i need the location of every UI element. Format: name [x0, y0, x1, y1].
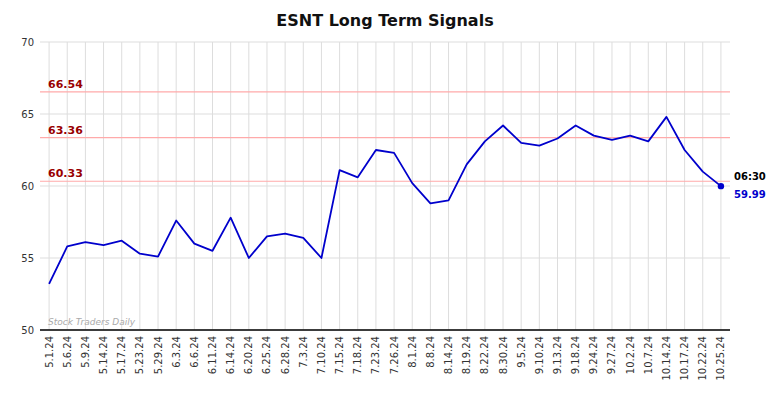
grid-line [702, 42, 703, 330]
grid-line [339, 42, 340, 330]
x-tick-label: 7.26.24 [389, 336, 400, 374]
grid-line [121, 42, 122, 330]
y-tick-label: 70 [21, 37, 34, 48]
x-tick-label: 7.10.24 [316, 336, 327, 374]
signal-label: 60.33 [48, 167, 83, 180]
grid-line [85, 42, 86, 330]
grid-line [684, 42, 685, 330]
x-tick-label: 5.14.24 [98, 336, 109, 374]
x-tick-label: 9.13.24 [552, 336, 563, 374]
y-tick-label: 60 [21, 181, 34, 192]
grid-line [230, 42, 231, 330]
x-tick-label: 10.25.24 [715, 336, 726, 381]
grid-line [40, 42, 730, 43]
x-tick-label: 8.19.24 [461, 336, 472, 374]
grid-line [303, 42, 304, 330]
x-tick-label: 9.5.24 [516, 336, 527, 368]
grid-line [40, 330, 730, 331]
signal-label: 63.36 [48, 124, 83, 137]
x-tick-label: 6.6.24 [189, 336, 200, 368]
grid-line [394, 42, 395, 330]
y-tick-label: 50 [21, 325, 34, 336]
grid-line [593, 42, 594, 330]
grid-line [266, 42, 267, 330]
grid-line [557, 42, 558, 330]
x-tick-label: 5.1.24 [44, 336, 55, 368]
x-tick-label: 6.25.24 [261, 336, 272, 374]
x-tick-label: 8.8.24 [425, 336, 436, 368]
grid-line [357, 42, 358, 330]
x-tick-label: 5.29.24 [153, 336, 164, 374]
grid-line [285, 42, 286, 330]
x-tick-label: 9.27.24 [606, 336, 617, 374]
grid-line [539, 42, 540, 330]
x-tick-label: 10.17.24 [679, 336, 690, 381]
grid-line [503, 42, 504, 330]
x-tick-label: 10.7.24 [643, 336, 654, 374]
grid-line [40, 186, 730, 187]
x-tick-label: 7.23.24 [370, 336, 381, 374]
grid-line [430, 42, 431, 330]
x-tick-label: 6.28.24 [280, 336, 291, 374]
price-line [49, 117, 721, 284]
grid-line [40, 114, 730, 115]
x-tick-label: 6.14.24 [225, 336, 236, 374]
x-tick-label: 9.24.24 [588, 336, 599, 374]
chart: 50 55 60 65 70 5.1.24 5.6.24 5.9.24 5.14.24 5.17.… [0, 0, 784, 398]
x-tick-label: 8.22.24 [479, 336, 490, 374]
x-tick-label: 8.14.24 [443, 336, 454, 374]
grid-line [194, 42, 195, 330]
signal-line [40, 181, 730, 182]
grid-line [176, 42, 177, 330]
grid-line [611, 42, 612, 330]
grid-line [321, 42, 322, 330]
plot-area [40, 92, 730, 284]
grid-line [484, 42, 485, 330]
x-tick-label: 6.11.24 [207, 336, 218, 374]
x-tick-label: 6.3.24 [171, 336, 182, 368]
y-tick-label: 55 [21, 253, 34, 264]
title: ESNT Long Term Signals [276, 11, 493, 30]
last-point [718, 183, 724, 189]
grid-line [521, 42, 522, 330]
x-tick-label: 10.14.24 [661, 336, 672, 381]
x-tick-label: 8.30.24 [498, 336, 509, 374]
grid-line [648, 42, 649, 330]
watermark: Stock Traders Daily [48, 317, 136, 327]
x-tick-label: 10.22.24 [697, 336, 708, 381]
grid-line [666, 42, 667, 330]
grid-line [212, 42, 213, 330]
signal-line [40, 91, 730, 92]
x-tick-label: 5.9.24 [80, 336, 91, 368]
grid-line [575, 42, 576, 330]
x-tick-label: 9.18.24 [570, 336, 581, 374]
grid-line [375, 42, 376, 330]
grid [40, 42, 730, 330]
grid-line [139, 42, 140, 330]
x-tick-label: 5.6.24 [62, 336, 73, 368]
x-axis-line [40, 329, 730, 331]
last-price: 59.99 [734, 189, 766, 200]
grid-line [412, 42, 413, 330]
x-tick-label: 9.10.24 [534, 336, 545, 374]
x-tick-label: 5.17.24 [116, 336, 127, 374]
last-time: 06:30 [734, 171, 766, 182]
x-tick-label: 8.1.24 [407, 336, 418, 368]
x-tick-label: 10.2.24 [625, 336, 636, 374]
grid-line [248, 42, 249, 330]
signal-label: 66.54 [48, 78, 83, 91]
grid-line [103, 42, 104, 330]
x-tick-label: 5.23.24 [134, 336, 145, 374]
grid-line [40, 258, 730, 259]
x-tick-label: 7.3.24 [298, 336, 309, 368]
x-tick-label: 6.20.24 [243, 336, 254, 374]
y-tick-label: 65 [21, 109, 34, 120]
grid-line [158, 42, 159, 330]
x-tick-label: 7.18.24 [352, 336, 363, 374]
x-tick-label: 7.15.24 [334, 336, 345, 374]
grid-line [630, 42, 631, 330]
grid-line [448, 42, 449, 330]
grid-line [466, 42, 467, 330]
